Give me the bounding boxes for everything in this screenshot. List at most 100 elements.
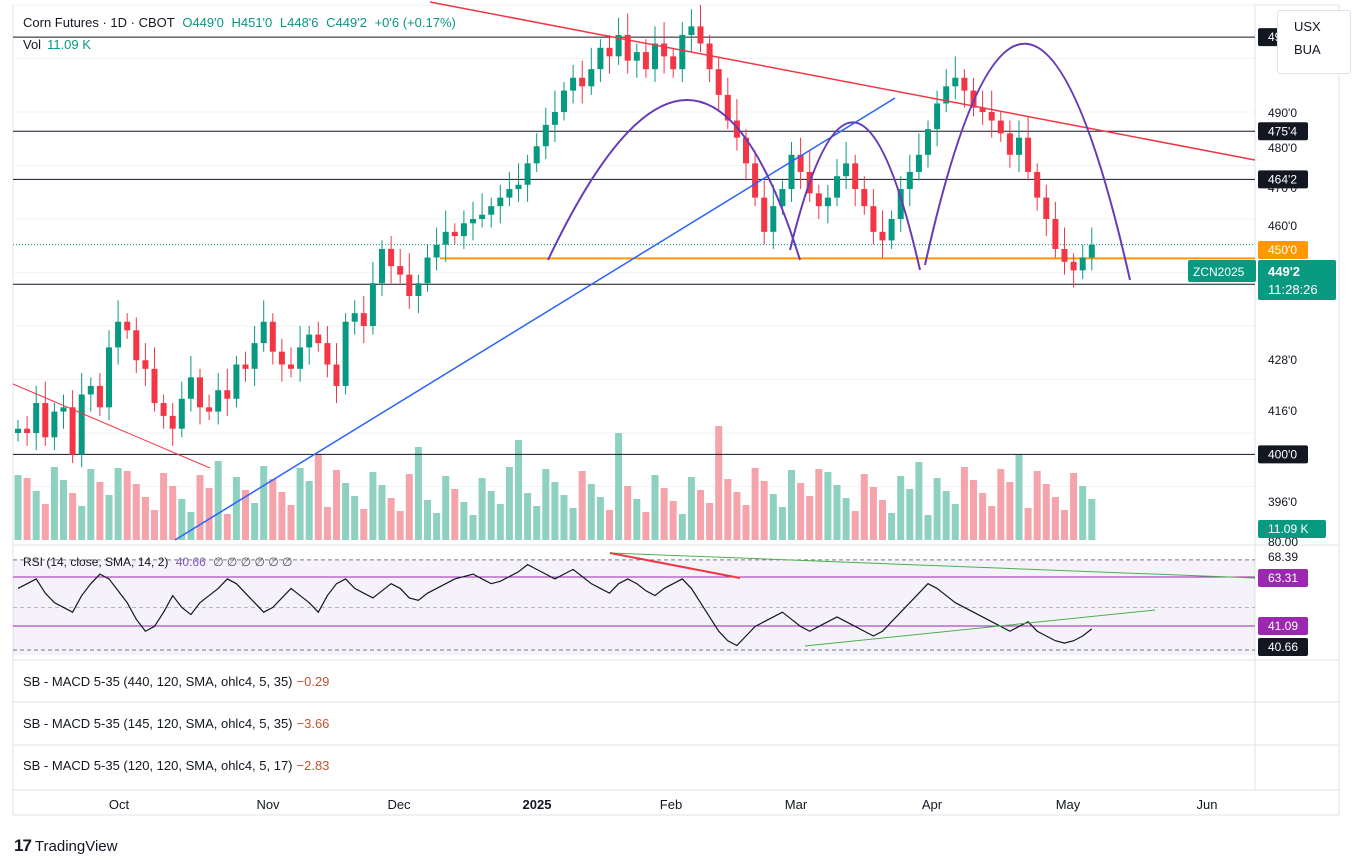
y-tick-text: 396'0: [1268, 495, 1297, 509]
candle-body: [442, 231, 449, 245]
candle-body: [779, 189, 786, 207]
volume-bar: [1024, 508, 1032, 540]
rsi-divergence-bottom: [804, 609, 1156, 647]
arc-pattern-1: [547, 99, 801, 261]
volume-bar: [78, 506, 86, 540]
macd-value: −2.83: [296, 758, 330, 773]
candle-body: [379, 248, 385, 284]
volume-bar: [551, 482, 559, 540]
volume-bar: [260, 466, 268, 540]
volume-bar: [842, 498, 850, 540]
volume-bars: [14, 426, 1096, 540]
volume-bar: [232, 477, 240, 540]
x-tick-label: Oct: [109, 797, 130, 812]
candle-body: [597, 47, 604, 70]
volume-bar: [23, 478, 31, 540]
volume-bar: [269, 479, 277, 540]
volume-bar: [578, 471, 586, 540]
volume-bar: [1088, 499, 1096, 540]
volume-bar: [96, 482, 104, 540]
volume-bar: [687, 477, 695, 540]
volume-bar: [132, 484, 140, 540]
level-label: 464'2: [1258, 170, 1308, 189]
volume-bar: [1079, 486, 1087, 540]
volume-bar: [114, 468, 122, 540]
macd-legend-1: SB - MACD 5-35 (440, 120, SMA, ohlc4, 5,…: [23, 674, 329, 689]
rsi-divergence-red: [609, 552, 741, 579]
volume-bar: [396, 511, 404, 540]
candle-body: [1006, 133, 1013, 155]
symbol-tag-bg: [1188, 260, 1256, 282]
x-tick-label: Dec: [387, 797, 411, 812]
candle-body: [579, 77, 586, 87]
candle-body: [852, 163, 859, 190]
volume-bar: [87, 469, 95, 540]
candle-body: [788, 154, 795, 190]
macd-label: SB - MACD 5-35 (440, 120, SMA, ohlc4, 5,…: [23, 674, 293, 689]
y-tick: 428'0: [1268, 353, 1297, 367]
level-label-bg: [1258, 170, 1308, 189]
candle-body: [406, 274, 413, 297]
x-tick-label: Nov: [256, 797, 280, 812]
candle-body: [470, 219, 476, 224]
candle-body: [15, 428, 21, 433]
rsi-level-label-bg: [1258, 617, 1308, 635]
downtrend-line-left: [12, 383, 211, 469]
volume-bar: [151, 510, 158, 540]
candle-body: [306, 334, 313, 348]
candle-body: [888, 219, 895, 241]
candle-body: [415, 283, 422, 297]
orange-level-label-bg: [1258, 241, 1308, 259]
candle-body: [333, 364, 340, 386]
volume-bar: [997, 469, 1005, 540]
candle-body: [761, 197, 768, 232]
volume-bar: [697, 490, 704, 540]
y-tick: 480'0: [1268, 141, 1297, 155]
candle-body: [679, 34, 686, 70]
candle-body: [278, 351, 285, 365]
volume-bar: [251, 503, 259, 540]
volume-bar: [323, 507, 331, 540]
candle-body: [351, 313, 358, 322]
level-label-text: 464'2: [1268, 172, 1297, 186]
volume-bar: [860, 474, 868, 540]
rsi-level-label-text: 41.09: [1268, 619, 1298, 633]
volume-bar: [906, 489, 914, 540]
volume-bar: [979, 493, 987, 540]
volume-label: Vol: [23, 37, 42, 52]
currency-selector[interactable]: USX BUA: [1277, 10, 1351, 74]
rsi-line: [17, 563, 1093, 647]
currency-usx[interactable]: USX: [1294, 19, 1321, 34]
orange-level-label: 450'0: [1258, 241, 1308, 259]
candle-body: [69, 407, 76, 455]
time-axis: Oct Nov Dec 2025 Feb Mar Apr May Jun: [109, 797, 1218, 812]
volume-bar: [123, 471, 131, 540]
volume-legend: Vol 11.09 K: [23, 37, 91, 52]
volume-bar: [478, 478, 486, 540]
rsi-current-label-bg: [1258, 638, 1308, 656]
candle-body: [424, 257, 431, 284]
candle-body: [551, 112, 558, 125]
volume-bar: [778, 507, 786, 540]
candle-body: [242, 364, 249, 369]
volume-bar: [105, 495, 113, 540]
candle-body: [824, 197, 831, 207]
tradingview-brand[interactable]: 17 TradingView: [14, 836, 117, 856]
candle-body: [215, 390, 222, 412]
volume-bar: [387, 498, 395, 540]
macd-value: −3.66: [296, 716, 330, 731]
volume-bar: [642, 512, 650, 540]
candle-body: [1052, 219, 1059, 249]
currency-bua[interactable]: BUA: [1294, 42, 1321, 57]
volume-bar: [242, 490, 249, 540]
volume-bar: [924, 515, 932, 540]
volume-bar: [496, 504, 504, 540]
candle-body: [124, 321, 131, 331]
volume-bar: [223, 514, 231, 540]
candle-body: [187, 377, 194, 399]
candle-body: [479, 214, 486, 219]
candle-body: [397, 266, 404, 275]
candle-body: [752, 163, 759, 198]
x-tick-label: Jun: [1197, 797, 1218, 812]
